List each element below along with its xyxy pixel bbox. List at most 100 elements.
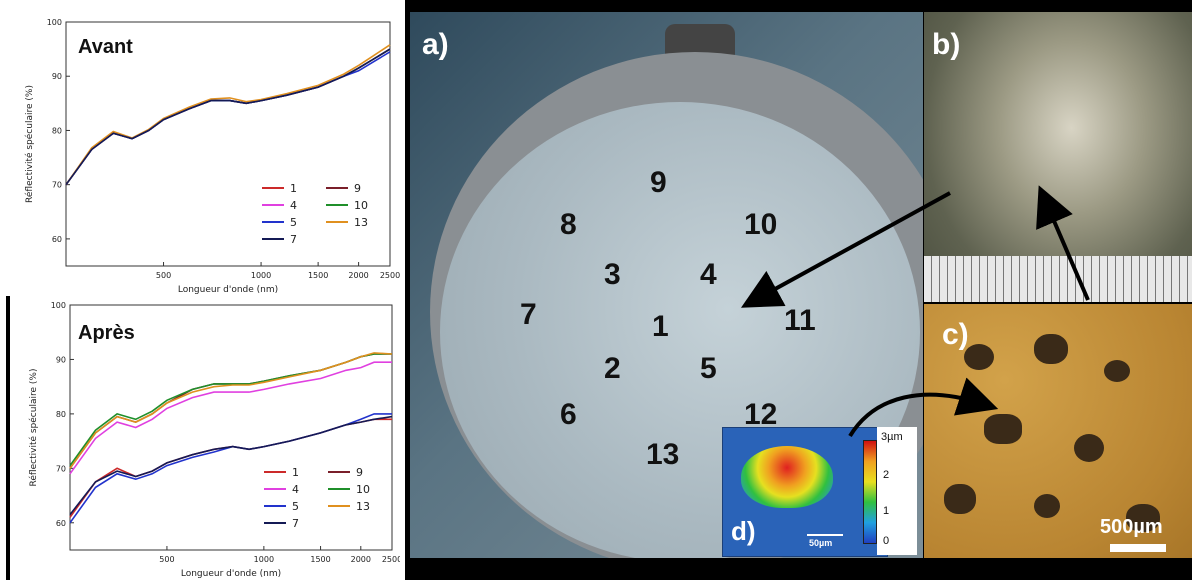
legend-label-13: 13 [354,216,368,229]
position-label-11: 11 [784,304,816,337]
y-tick-label: 100 [51,301,66,310]
plot-frame [65,21,391,267]
x-tick-label: 500 [156,271,171,280]
legend-label-10: 10 [354,199,368,212]
series-line-5 [65,51,391,186]
inset-d: d) 50µm [722,427,888,557]
y-tick-label: 70 [56,464,66,473]
series-line-13 [69,352,393,469]
photo-b: b) [924,12,1192,302]
series-line-10 [65,48,391,186]
x-tick-label: 1500 [310,555,330,564]
y-tick-label: 80 [56,410,66,419]
y-tick-label: 100 [47,18,62,27]
panel-d-letter: d) [731,516,756,546]
position-label-9: 9 [650,166,667,199]
photo-a: a) 1 2 3 4 5 6 7 8 9 10 11 12 13 d) 50µm [410,12,923,558]
panel-b-letter: b) [932,28,961,61]
x-tick-label: 2000 [351,555,371,564]
plot-frame [69,304,393,551]
arrows-overlay [740,185,1090,438]
panel-c-letter: c) [942,318,969,351]
legend-label-9: 9 [356,466,363,479]
series-line-4 [69,361,392,475]
legend-label-4: 4 [290,199,297,212]
defect-spot [944,484,976,514]
position-label-3: 3 [604,258,621,291]
arrow-d-to-c [848,377,999,438]
x-axis-label: Longueur d'onde (nm) [178,285,278,295]
x-tick-label: 1000 [251,271,271,280]
legend-label-5: 5 [292,500,299,513]
position-label-4: 4 [700,258,717,291]
inset-d-scalebar [807,534,843,536]
legend-label-1: 1 [292,466,299,479]
colorbar-tick-0: 0 [883,535,890,547]
colorbar-legend: 3µm 2 1 0 [877,427,917,555]
series-line-1 [65,48,391,186]
legend-label-7: 7 [292,517,299,530]
chart-apres-svg: 60 70 80 90 100 500 1000 1500 2000 2500 Longueur d… [28,301,402,579]
ruler [924,256,1192,302]
legend-label-4: 4 [292,483,299,496]
position-label-2: 2 [604,352,621,385]
y-axis-label: Réflectivité spéculaire (%) [28,369,39,487]
defect-spot [1074,434,1104,462]
series-line-1 [69,418,392,518]
y-tick-label: 90 [52,72,62,81]
position-label-10: 10 [744,208,778,241]
position-label-1: 1 [652,310,669,343]
x-axis-label: Longueur d'onde (nm) [181,569,281,579]
x-tick-label: 2500 [382,555,400,564]
x-tick-label: 2000 [348,271,368,280]
chart-apres-title: Après [78,322,135,344]
panel-c-scalebar [1110,544,1166,552]
colorbar-tick-1: 1 [883,505,890,517]
colorbar-tick-2: 2 [883,469,890,481]
arrow-c-to-b [1036,185,1090,301]
series-line-7 [69,415,393,516]
y-tick-label: 90 [56,355,66,364]
position-label-12: 12 [744,398,778,431]
chart-apres: 60 70 80 90 100 500 1000 1500 2000 2500 Longueur d… [0,288,402,588]
x-tick-label: 2500 [380,271,400,280]
defect-spot [964,344,994,370]
y-tick-label: 70 [52,181,62,190]
colorbar [863,440,877,544]
legend-label-5: 5 [290,216,297,229]
defect-spot [984,414,1022,444]
x-tick-label: 1000 [254,555,274,564]
series-line-13 [65,44,391,186]
photo-c: c) 500µm [924,304,1192,558]
panel-a-letter: a) [422,28,449,61]
position-label-6: 6 [560,398,577,431]
position-label-5: 5 [700,352,717,385]
y-tick-label: 60 [52,235,62,244]
chart-avant-svg: 60 70 80 90 100 500 1000 1500 2000 2500 Longueur d… [24,18,400,295]
series-line-9 [65,48,391,186]
y-tick-label: 80 [52,126,62,135]
chart-avant-title: Avant [78,36,133,58]
inset-d-scale-label: 50µm [809,538,833,548]
chart-avant: 60 70 80 90 100 500 1000 1500 2000 2500 Longueur d… [0,0,400,300]
x-tick-label: 500 [159,555,174,564]
arrow-b-to-a [740,191,951,308]
legend-label-13: 13 [356,500,370,513]
profile-dome [741,446,833,508]
legend-label-9: 9 [354,182,361,195]
position-label-7: 7 [520,298,537,331]
defect-spot [1034,334,1068,364]
legend-label-7: 7 [290,233,297,246]
photo-composite: a) 1 2 3 4 5 6 7 8 9 10 11 12 13 d) 50µm… [405,0,1192,580]
defect-spot [1126,504,1160,532]
legend-label-1: 1 [290,182,297,195]
legend-label-10: 10 [356,483,370,496]
x-tick-label: 1500 [308,271,328,280]
left-border-bar [6,296,10,580]
position-label-13: 13 [646,438,680,471]
colorbar-tick-3: 3µm [881,431,903,443]
panel-c-scale-label: 500µm [1100,516,1163,538]
series-line-7 [65,48,391,186]
series-line-4 [65,48,391,186]
defect-spot [1104,360,1130,382]
